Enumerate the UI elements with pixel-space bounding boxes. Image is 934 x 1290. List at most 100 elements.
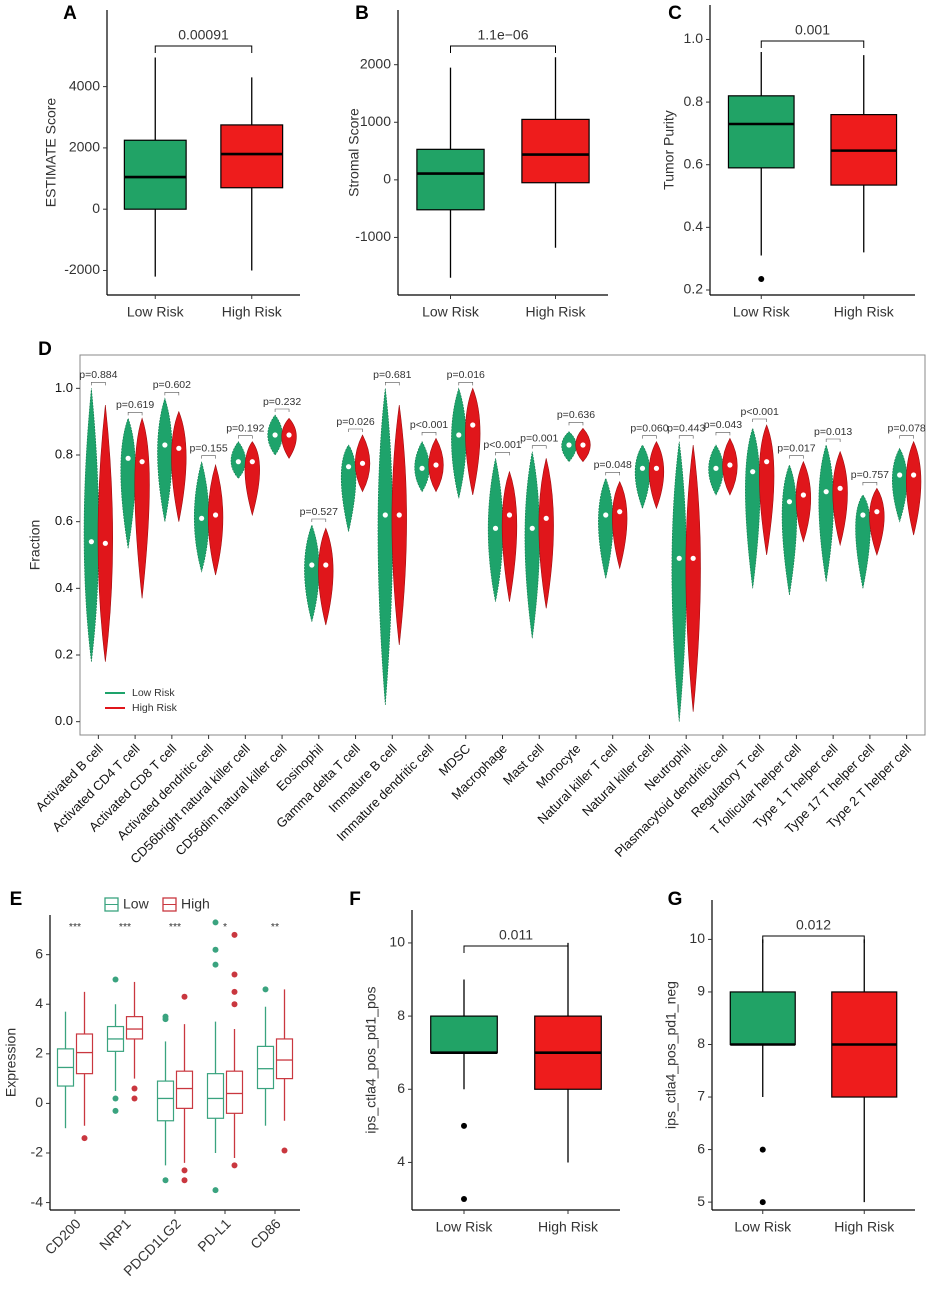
p-bracket xyxy=(899,435,914,439)
violin xyxy=(451,387,467,499)
legend-label: High Risk xyxy=(132,702,178,714)
significance: *** xyxy=(119,921,131,933)
p-value: p=0.527 xyxy=(300,506,338,518)
violin xyxy=(501,470,518,602)
x-tick-label: CD200 xyxy=(42,1215,84,1257)
median-dot xyxy=(617,509,623,515)
x-tick-label: High Risk xyxy=(222,304,283,320)
outlier xyxy=(759,1146,766,1153)
y-tick-label: 2 xyxy=(35,1045,43,1061)
violin xyxy=(340,444,357,532)
outlier xyxy=(231,1001,238,1008)
median-dot xyxy=(874,509,880,515)
violin xyxy=(818,443,834,582)
p-value: p=0.619 xyxy=(116,399,154,411)
box xyxy=(75,1033,94,1075)
median-dot xyxy=(800,492,806,498)
median-dot xyxy=(727,462,733,468)
median-dot xyxy=(88,539,94,545)
y-tick-label: -1000 xyxy=(355,228,391,244)
violin xyxy=(391,404,407,646)
y-tick-label: 4 xyxy=(397,1153,405,1169)
outlier xyxy=(461,1196,467,1203)
median-dot xyxy=(139,459,145,465)
p-value: p=0.232 xyxy=(263,396,301,408)
y-tick-label: 6 xyxy=(697,1140,705,1156)
median-dot xyxy=(566,442,572,448)
p-bracket xyxy=(154,45,253,53)
legend-label: High xyxy=(181,896,210,912)
p-bracket xyxy=(642,435,657,439)
outlier xyxy=(181,993,188,1000)
median-dot xyxy=(580,442,586,448)
box xyxy=(156,1080,175,1122)
y-tick-label: 2000 xyxy=(360,55,391,71)
violin xyxy=(905,440,922,536)
median-dot xyxy=(676,555,682,561)
y-tick-label: 0.8 xyxy=(55,446,73,461)
median-dot xyxy=(470,422,476,428)
median-dot xyxy=(529,525,535,531)
y-tick-label: -4 xyxy=(31,1193,44,1209)
violin xyxy=(244,441,260,517)
violin xyxy=(281,417,297,459)
median-dot xyxy=(212,512,219,518)
y-axis-title: ips_ctla4_pos_pd1_pos xyxy=(363,986,379,1133)
violin xyxy=(612,480,628,570)
median-dot xyxy=(786,499,793,505)
x-tick-label: CD86 xyxy=(247,1215,284,1252)
p-bracket xyxy=(531,445,547,449)
median-dot xyxy=(653,465,660,471)
violin xyxy=(795,460,812,543)
outlier xyxy=(112,1107,119,1114)
y-tick-label: 6 xyxy=(397,1080,405,1096)
median-dot xyxy=(272,432,278,438)
y-tick-label: 0 xyxy=(383,171,391,187)
legend-label: Low Risk xyxy=(132,687,175,699)
median-dot xyxy=(286,432,292,438)
y-tick-label: 8 xyxy=(397,1007,405,1023)
p-value: p=0.681 xyxy=(373,369,411,381)
p-bracket xyxy=(760,40,865,48)
x-tick-label: PD-L1 xyxy=(194,1215,234,1255)
outlier xyxy=(181,1167,188,1174)
x-tick-label: Low Risk xyxy=(127,304,185,320)
y-tick-label: 2000 xyxy=(69,139,100,155)
y-axis-title: Expression xyxy=(3,1028,19,1097)
box xyxy=(729,991,796,1046)
median-dot xyxy=(713,465,719,471)
box xyxy=(220,124,284,189)
median-dot xyxy=(162,442,168,448)
p-value: p=0.192 xyxy=(226,422,264,434)
p-value: p=0.602 xyxy=(153,379,191,391)
box xyxy=(225,1070,244,1114)
median-dot xyxy=(543,515,549,521)
panel-letter: C xyxy=(668,3,682,24)
median-dot xyxy=(690,555,696,561)
violin xyxy=(634,444,651,510)
y-tick-label: 9 xyxy=(697,983,705,999)
p-value: 0.001 xyxy=(795,22,830,38)
median-dot xyxy=(323,562,329,568)
violin xyxy=(538,458,554,609)
significance: *** xyxy=(69,921,81,933)
p-value: p<0.001 xyxy=(741,406,779,418)
median-dot xyxy=(176,445,182,451)
p-bracket xyxy=(789,455,804,459)
median-dot xyxy=(823,489,829,495)
outlier xyxy=(231,971,238,978)
violin xyxy=(318,527,334,626)
y-tick-label: 0.2 xyxy=(55,646,73,661)
y-tick-label: 0.0 xyxy=(55,713,73,728)
outlier xyxy=(112,1095,119,1102)
median-dot xyxy=(235,459,241,465)
box xyxy=(521,118,590,184)
p-value: p=0.048 xyxy=(594,459,632,471)
median-dot xyxy=(433,462,439,468)
p-value: p=0.884 xyxy=(79,369,117,381)
p-value: p=0.757 xyxy=(851,469,889,481)
outlier xyxy=(758,276,765,283)
y-tick-label: -2000 xyxy=(64,261,100,277)
y-tick-label: 10 xyxy=(389,934,405,950)
violin xyxy=(157,397,173,522)
